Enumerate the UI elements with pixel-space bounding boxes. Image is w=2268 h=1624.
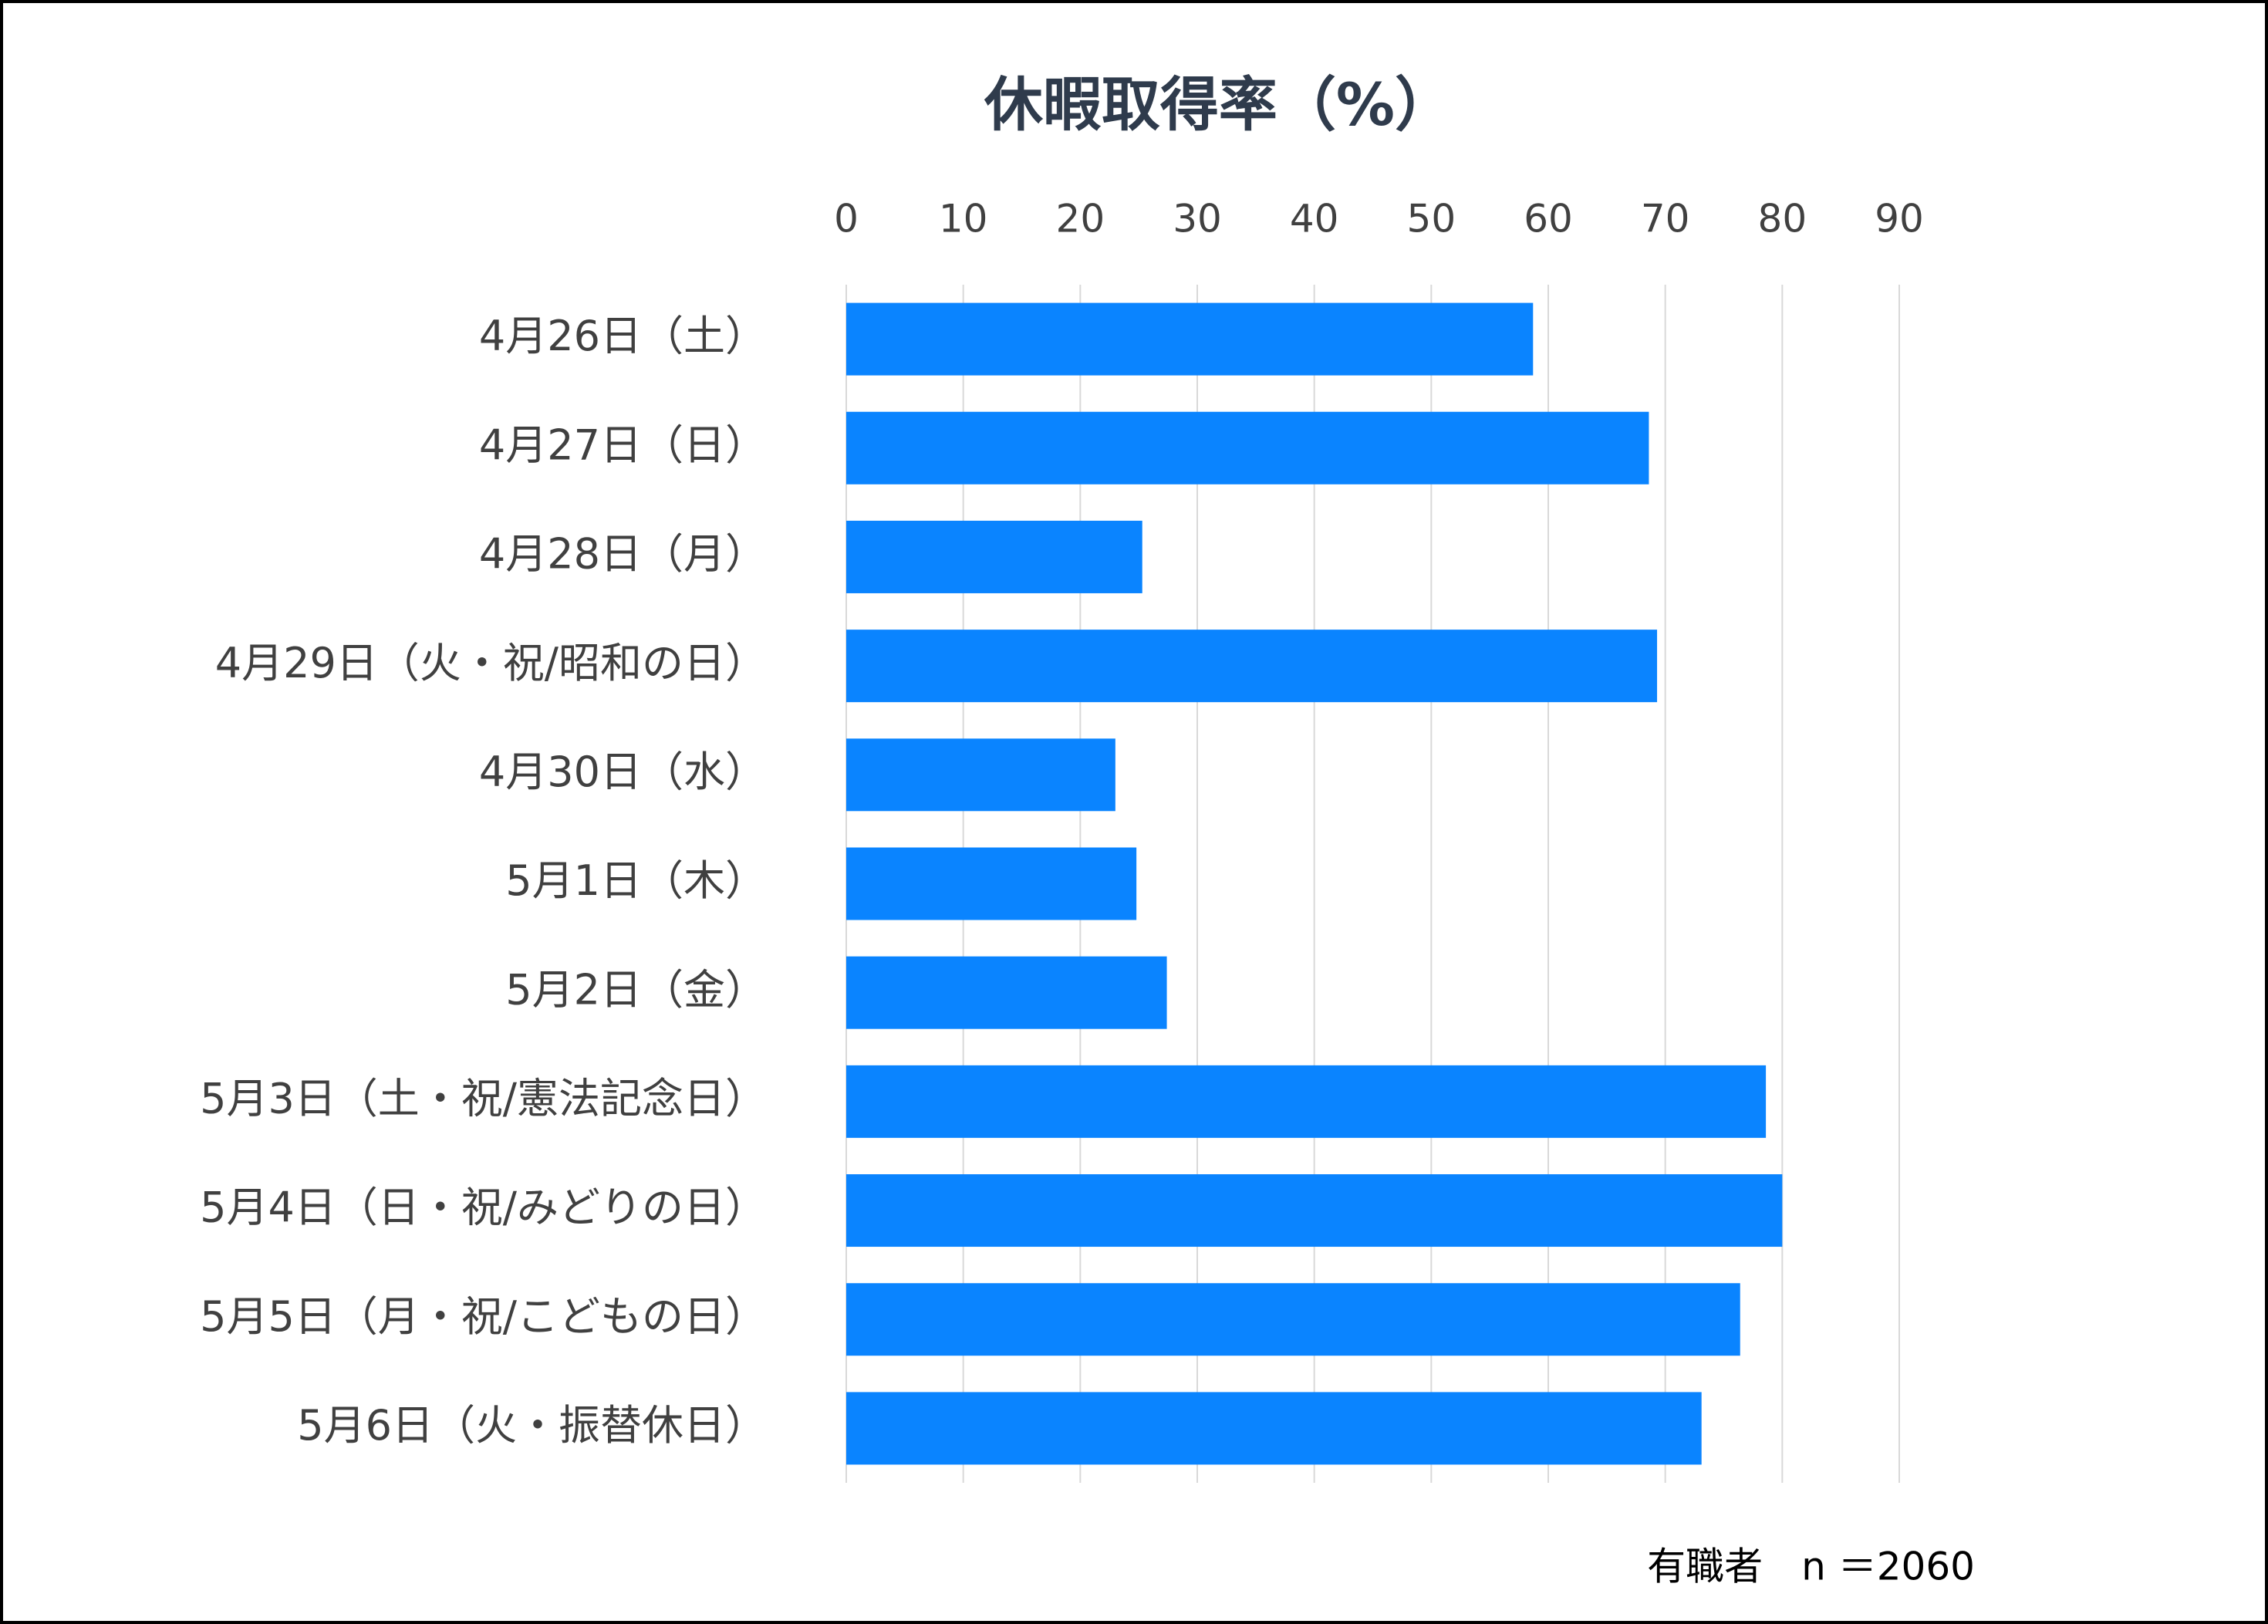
x-tick-label: 70 (1641, 197, 1690, 241)
note: 有職者 n ＝2060 (1647, 1545, 1975, 1589)
chart-title: 休暇取得率（%） (984, 70, 1453, 139)
x-tick-label: 20 (1056, 197, 1105, 241)
bar (846, 956, 1167, 1029)
bar (846, 1174, 1783, 1248)
x-tick-label: 0 (834, 197, 859, 241)
bar (846, 847, 1137, 920)
x-tick-label: 30 (1173, 197, 1222, 241)
x-tick-label: 90 (1875, 197, 1924, 241)
bar (846, 1392, 1702, 1465)
bar (846, 630, 1658, 703)
bar (846, 411, 1649, 484)
x-tick-label: 10 (939, 197, 988, 241)
x-tick-label: 80 (1758, 197, 1807, 241)
y-tick-label: 4月27日（日） (479, 420, 767, 469)
bar (846, 1065, 1767, 1138)
bar (846, 738, 1115, 812)
bar (846, 1283, 1740, 1356)
y-tick-label: 5月6日（火・振替休日） (297, 1401, 767, 1450)
y-tick-label: 5月4日（日・祝/みどりの日） (200, 1183, 767, 1232)
y-tick-label: 4月26日（土） (479, 312, 767, 360)
x-tick-label: 60 (1524, 197, 1573, 241)
bar (846, 520, 1142, 593)
bar (846, 302, 1534, 376)
y-tick-label: 5月5日（月・祝/こどもの日） (200, 1292, 767, 1341)
y-tick-label: 4月28日（月） (479, 530, 767, 579)
y-tick-label: 5月3日（土・祝/憲法記念日） (200, 1075, 767, 1123)
y-tick-label: 4月30日（水） (479, 748, 767, 796)
y-tick-label: 5月1日（木） (505, 856, 767, 905)
y-tick-label: 4月29日（火・祝/昭和の日） (215, 639, 767, 687)
x-tick-label: 50 (1407, 197, 1456, 241)
x-tick-label: 40 (1290, 197, 1339, 241)
y-tick-label: 5月2日（金） (505, 965, 767, 1014)
